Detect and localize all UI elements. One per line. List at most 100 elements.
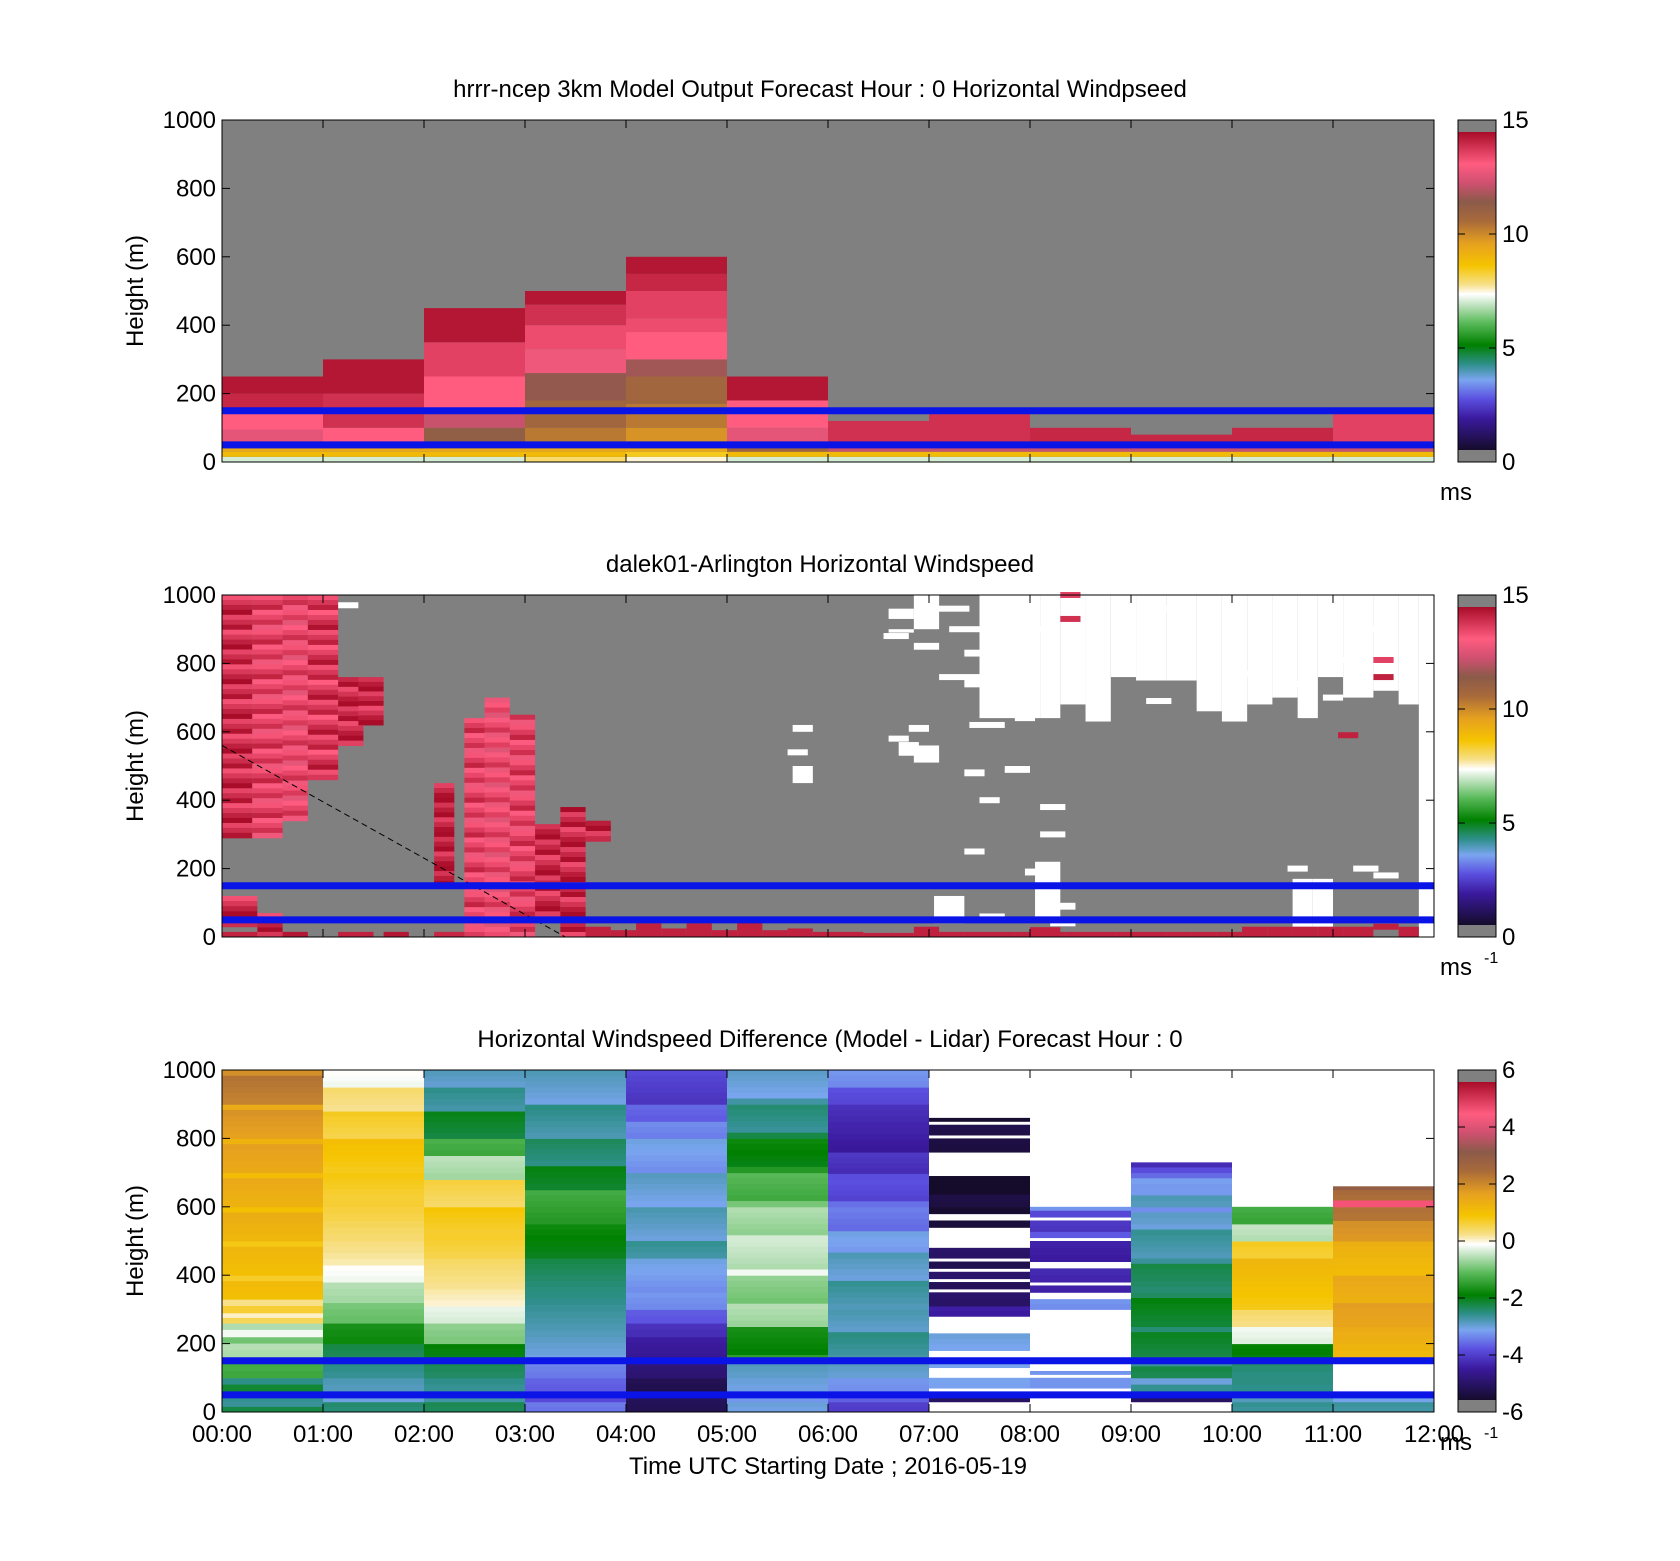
heatmap-cell [252,599,283,606]
y-axis: 0 200 400 600 800 1000 [163,107,1434,476]
heatmap-cell [323,1081,424,1088]
heatmap-cell [484,887,510,893]
x-tick-label: 06:00 [798,1421,858,1448]
heatmap-cell [1131,1286,1232,1293]
heatmap-cell [222,1138,323,1145]
heatmap-cell [222,1263,323,1270]
heatmap-cell [307,749,339,756]
heatmap-cell [560,807,586,813]
heatmap-cell [307,624,339,631]
colorbar-unit-exponent: -1 [1484,950,1498,967]
x-tick-label: 09:00 [1101,1421,1161,1448]
heatmap-cell [929,1394,1030,1403]
heatmap-cell [560,877,586,883]
heatmap-cell [828,420,929,442]
heatmap-cell [424,1201,525,1208]
heatmap-cell [828,1252,929,1259]
heatmap-cell [434,802,455,809]
heatmap-cell [828,1396,929,1403]
colorbar-under [1458,1400,1496,1412]
heatmap-cell [727,1161,828,1168]
heatmap-cell [323,1183,424,1190]
heatmap-cell [828,1280,929,1288]
heatmap-cell [424,1173,525,1180]
heatmap-cell [560,832,586,838]
heatmap-cell [711,930,738,937]
heatmap-cell [358,686,384,692]
heatmap-cell [1232,1263,1333,1270]
heatmap-cell [464,762,485,769]
heatmap-cell [560,922,586,928]
panel-title: Horizontal Windspeed Difference (Model -… [477,1026,1182,1053]
heatmap-cell [307,734,339,741]
heatmap-cell [1131,1309,1232,1316]
heatmap-cell [509,800,536,807]
heatmap-cell [252,798,283,804]
heatmap-cell [727,1144,828,1151]
heatmap-cell [727,1132,828,1139]
heatmap-cell [434,875,455,882]
heatmap-cell [323,448,424,452]
heatmap-cell [1333,1302,1434,1310]
y-axis-label: Height (m) [122,710,149,822]
heatmap-cell [626,1269,727,1276]
colorbar-tick-label: 0 [1502,924,1515,951]
heatmap-cell [626,1206,727,1213]
heatmap-cell [484,782,510,788]
heatmap-cell [1191,931,1217,937]
heatmap-cell [282,660,308,666]
x-tick-label: 04:00 [596,1421,656,1448]
heatmap-cell [323,1178,424,1185]
heatmap-cell [282,815,308,822]
heatmap-cell [1030,1377,1131,1386]
heatmap-cell [222,609,253,616]
heatmap-cell [727,1172,828,1179]
x-tick-label: 10:00 [1202,1421,1262,1448]
heatmap-cell [828,1263,929,1270]
heatmap-cell [727,1246,828,1253]
missing-cell [898,742,919,756]
heatmap-cell [282,650,308,656]
heatmap-cell [989,931,1015,937]
heatmap-cell [464,777,485,784]
heatmap-cell [323,1295,424,1304]
missing-cell [883,633,909,640]
heatmap-cell [323,1144,424,1151]
heatmap-cell [484,927,510,933]
heatmap-cell [626,1366,727,1373]
heatmap-cell [509,921,536,928]
heatmap-cell [525,456,626,462]
heatmap-cell [323,1276,424,1283]
heatmap-cell [525,1298,626,1306]
heatmap-cell [222,1189,323,1196]
heatmap-cell [252,753,283,760]
heatmap-cell [727,1189,828,1196]
heatmap-cell [323,1264,424,1272]
heatmap-cell [509,896,536,903]
lidar-windspeed-panel: dalek01-Arlington Horizontal Windspeed 0… [122,551,1529,981]
heatmap-cell [323,1070,424,1077]
heatmap-cell [1232,1269,1333,1276]
heatmap-cell [929,1200,1030,1208]
heatmap-cell [1131,1252,1232,1259]
heatmap-cell [525,1143,626,1150]
heatmap-cell [282,615,308,621]
heatmap-cell [252,788,283,794]
missing-cell [1322,694,1344,701]
heatmap-cell [252,679,283,685]
heatmap-cell [525,1138,626,1145]
heatmap-cell [424,1111,525,1118]
heatmap-cell [434,822,455,828]
missing-cell [1277,680,1303,687]
heatmap-cell [525,1132,626,1139]
heatmap-cell [484,717,510,724]
heatmap-cell [509,891,536,898]
colorbar-tick-label: 0 [1502,1228,1515,1255]
heatmap-cell [626,1098,727,1105]
heatmap-cell [222,1195,323,1202]
heatmap-cell [424,1155,525,1162]
heatmap-cell [1343,926,1374,937]
heatmap-cell [727,1384,828,1392]
heatmap-cell [535,854,561,861]
missing-cell [1297,595,1318,719]
